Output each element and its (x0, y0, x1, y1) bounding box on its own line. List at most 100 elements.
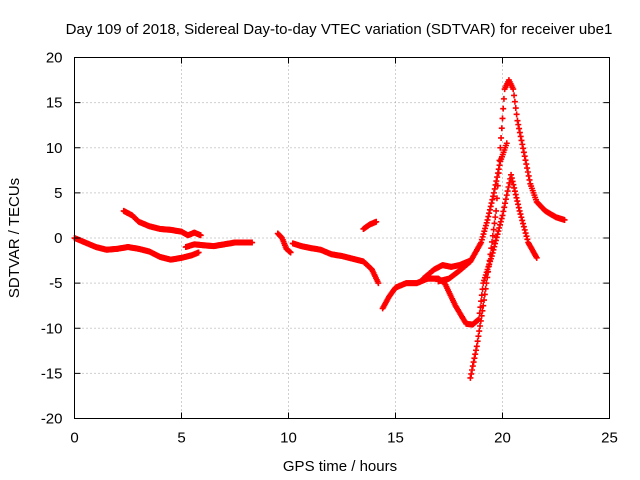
data-point (496, 224, 503, 231)
data-point (524, 169, 531, 176)
axis-ticks (74, 57, 610, 419)
data-point (477, 322, 484, 329)
data-point (495, 170, 502, 177)
series-arc-4 (274, 230, 294, 256)
data-point (491, 185, 498, 192)
data-point (514, 117, 521, 124)
series-arc-6 (360, 218, 380, 232)
data-point (494, 182, 501, 189)
chart-title: Day 109 of 2018, Sidereal Day-to-day VTE… (66, 21, 613, 38)
data-point (469, 363, 476, 370)
data-point (481, 228, 488, 235)
data-point (484, 274, 491, 281)
data-point (490, 226, 497, 233)
data-point (503, 192, 510, 199)
data-point (505, 184, 512, 191)
data-point (490, 189, 497, 196)
data-point (482, 225, 489, 232)
data-point (480, 302, 487, 309)
data-point (470, 359, 477, 366)
data-point (493, 178, 500, 185)
data-point (496, 157, 503, 164)
data-point (478, 312, 485, 319)
data-point (478, 239, 485, 246)
data-point (498, 215, 505, 222)
data-point (511, 98, 518, 105)
data-point (517, 133, 524, 140)
x-tick-label: 20 (494, 430, 511, 447)
y-tick-label: 10 (46, 140, 63, 157)
data-point (478, 236, 485, 243)
data-point (498, 125, 505, 132)
data-point (512, 105, 519, 112)
data-point (501, 204, 508, 211)
data-point (492, 240, 499, 247)
data-point (493, 234, 500, 241)
data-point (494, 174, 501, 181)
data-point (526, 176, 533, 183)
data-point (520, 149, 527, 156)
data-point (287, 249, 294, 256)
y-tick-label: 5 (54, 185, 62, 202)
data-point (485, 268, 492, 275)
x-tick-label: 10 (280, 430, 297, 447)
data-point (493, 195, 500, 202)
data-point (473, 343, 480, 350)
data-point (516, 129, 523, 136)
series-arc-10 (467, 77, 568, 381)
data-point (489, 232, 496, 239)
data-point (515, 121, 522, 128)
data-point (521, 153, 528, 160)
data-point (491, 243, 498, 250)
x-tick-label: 5 (177, 430, 185, 447)
data-point (483, 219, 490, 226)
data-point (472, 351, 479, 358)
data-point (510, 86, 517, 93)
y-tick-label: 15 (46, 95, 63, 112)
data-point (249, 239, 256, 246)
data-point (489, 196, 496, 203)
data-point (522, 230, 529, 237)
data-point (479, 307, 486, 314)
series-arc-9 (435, 140, 510, 285)
data-point (485, 213, 492, 220)
data-point (516, 207, 523, 214)
data-point (488, 200, 495, 207)
data-point (492, 237, 499, 244)
data-point (519, 217, 526, 224)
data-point (487, 251, 494, 258)
data-point (474, 338, 481, 345)
y-tick-label: 0 (54, 230, 62, 247)
x-axis-label: GPS time / hours (283, 458, 397, 475)
grid-layer (74, 57, 610, 419)
data-point (479, 233, 486, 240)
data-point (523, 233, 530, 240)
data-point (516, 125, 523, 132)
x-tick-label: 0 (70, 430, 78, 447)
data-point (493, 207, 500, 214)
data-point (471, 355, 478, 362)
data-point (522, 157, 529, 164)
data-point (500, 105, 507, 112)
data-point (520, 220, 527, 227)
data-point (480, 231, 487, 238)
y-tick-label: -10 (41, 320, 63, 337)
data-point (504, 188, 511, 195)
data-point (488, 245, 495, 252)
data-point (499, 212, 506, 219)
data-point (195, 249, 202, 256)
data-point (502, 196, 509, 203)
data-point (491, 220, 498, 227)
data-point (525, 172, 532, 179)
y-tick-label: 20 (46, 50, 63, 67)
data-point (483, 280, 490, 287)
data-point (517, 211, 524, 218)
data-point (497, 144, 504, 151)
data-point (497, 218, 504, 225)
data-point (502, 200, 509, 207)
data-point (503, 140, 510, 147)
series-arc-1 (71, 235, 202, 263)
data-point (469, 366, 476, 373)
data-point (197, 232, 204, 239)
data-point (495, 228, 502, 235)
